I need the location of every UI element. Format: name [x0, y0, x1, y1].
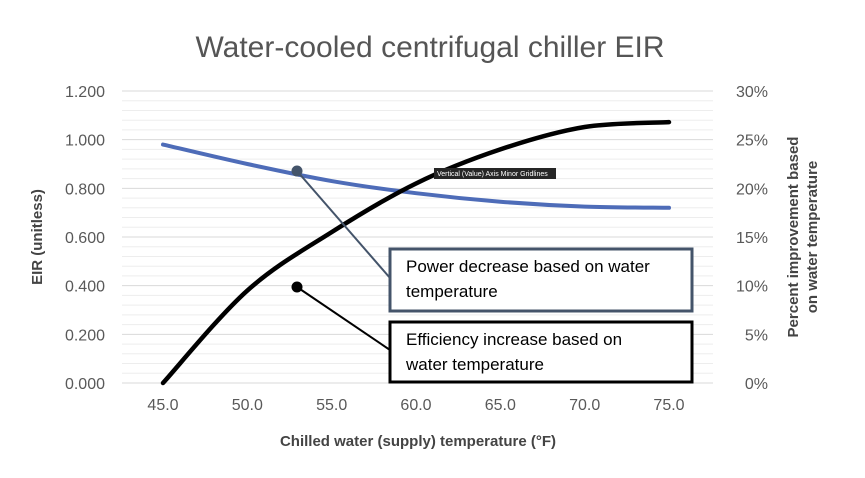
y-tick-label: 0.200 — [65, 327, 105, 344]
x-tick-label: 45.0 — [147, 397, 178, 414]
callout-efficiency-marker — [291, 281, 303, 293]
callout-efficiency-leader — [296, 286, 391, 351]
y-tick-label: 0.600 — [65, 230, 105, 247]
chart-title: Water-cooled centrifugal chiller EIR — [195, 31, 664, 64]
y2-tick-label: 30% — [736, 84, 768, 101]
y2-tick-label: 0% — [745, 376, 768, 393]
y2-tick-label: 10% — [736, 279, 768, 296]
callout-power-box — [388, 247, 694, 313]
tooltip-background — [434, 168, 556, 179]
y2-tick-label: 15% — [736, 230, 768, 247]
y2-tick-label: 5% — [745, 327, 768, 344]
callout-power: Power decrease based on water temperatur… — [291, 165, 694, 313]
callout-efficiency: Efficiency increase based on water tempe… — [291, 281, 694, 384]
y2-axis-title-line-2: on water temperature — [804, 161, 821, 314]
callout-power-line-2: temperature — [406, 282, 498, 301]
eir-line — [161, 142, 671, 210]
callout-power-leader — [296, 170, 391, 279]
tooltip: Vertical (Value) Axis Minor Gridlines — [434, 168, 556, 179]
series-layer — [160, 119, 672, 386]
x-tick-label: 50.0 — [232, 397, 263, 414]
callout-power-marker — [291, 165, 303, 177]
x-axis-ticks: 45.0 50.0 55.0 60.0 65.0 70.0 75.0 — [147, 397, 684, 414]
y-axis-title: EIR (unitless) — [29, 189, 46, 285]
x-tick-label: 60.0 — [400, 397, 431, 414]
y-tick-label: 0.800 — [65, 181, 105, 198]
y2-axis-ticks: 0% 5% 10% 15% 20% 25% 30% — [736, 84, 768, 393]
y-tick-label: 0.400 — [65, 279, 105, 296]
callout-efficiency-box — [388, 320, 694, 384]
y-tick-label: 1.200 — [65, 84, 105, 101]
y2-axis-title-line-1: Percent improvement based — [785, 137, 802, 338]
y-tick-label: 1.000 — [65, 133, 105, 150]
x-axis-title: Chilled water (supply) temperature (°F) — [280, 433, 556, 450]
y2-tick-label: 20% — [736, 181, 768, 198]
y-axis-ticks: 0.000 0.200 0.400 0.600 0.800 1.000 1.200 — [65, 84, 105, 393]
x-tick-label: 75.0 — [653, 397, 684, 414]
efficiency-increase-line — [160, 119, 672, 386]
callout-efficiency-line-1: Efficiency increase based on — [406, 330, 622, 349]
x-tick-label: 65.0 — [485, 397, 516, 414]
tooltip-text: Vertical (Value) Axis Minor Gridlines — [437, 171, 548, 178]
x-tick-label: 70.0 — [569, 397, 600, 414]
y2-tick-label: 25% — [736, 133, 768, 150]
y-tick-label: 0.000 — [65, 376, 105, 393]
callout-efficiency-line-2: water temperature — [405, 355, 544, 374]
callout-power-line-1: Power decrease based on water — [406, 257, 650, 276]
x-tick-label: 55.0 — [316, 397, 347, 414]
